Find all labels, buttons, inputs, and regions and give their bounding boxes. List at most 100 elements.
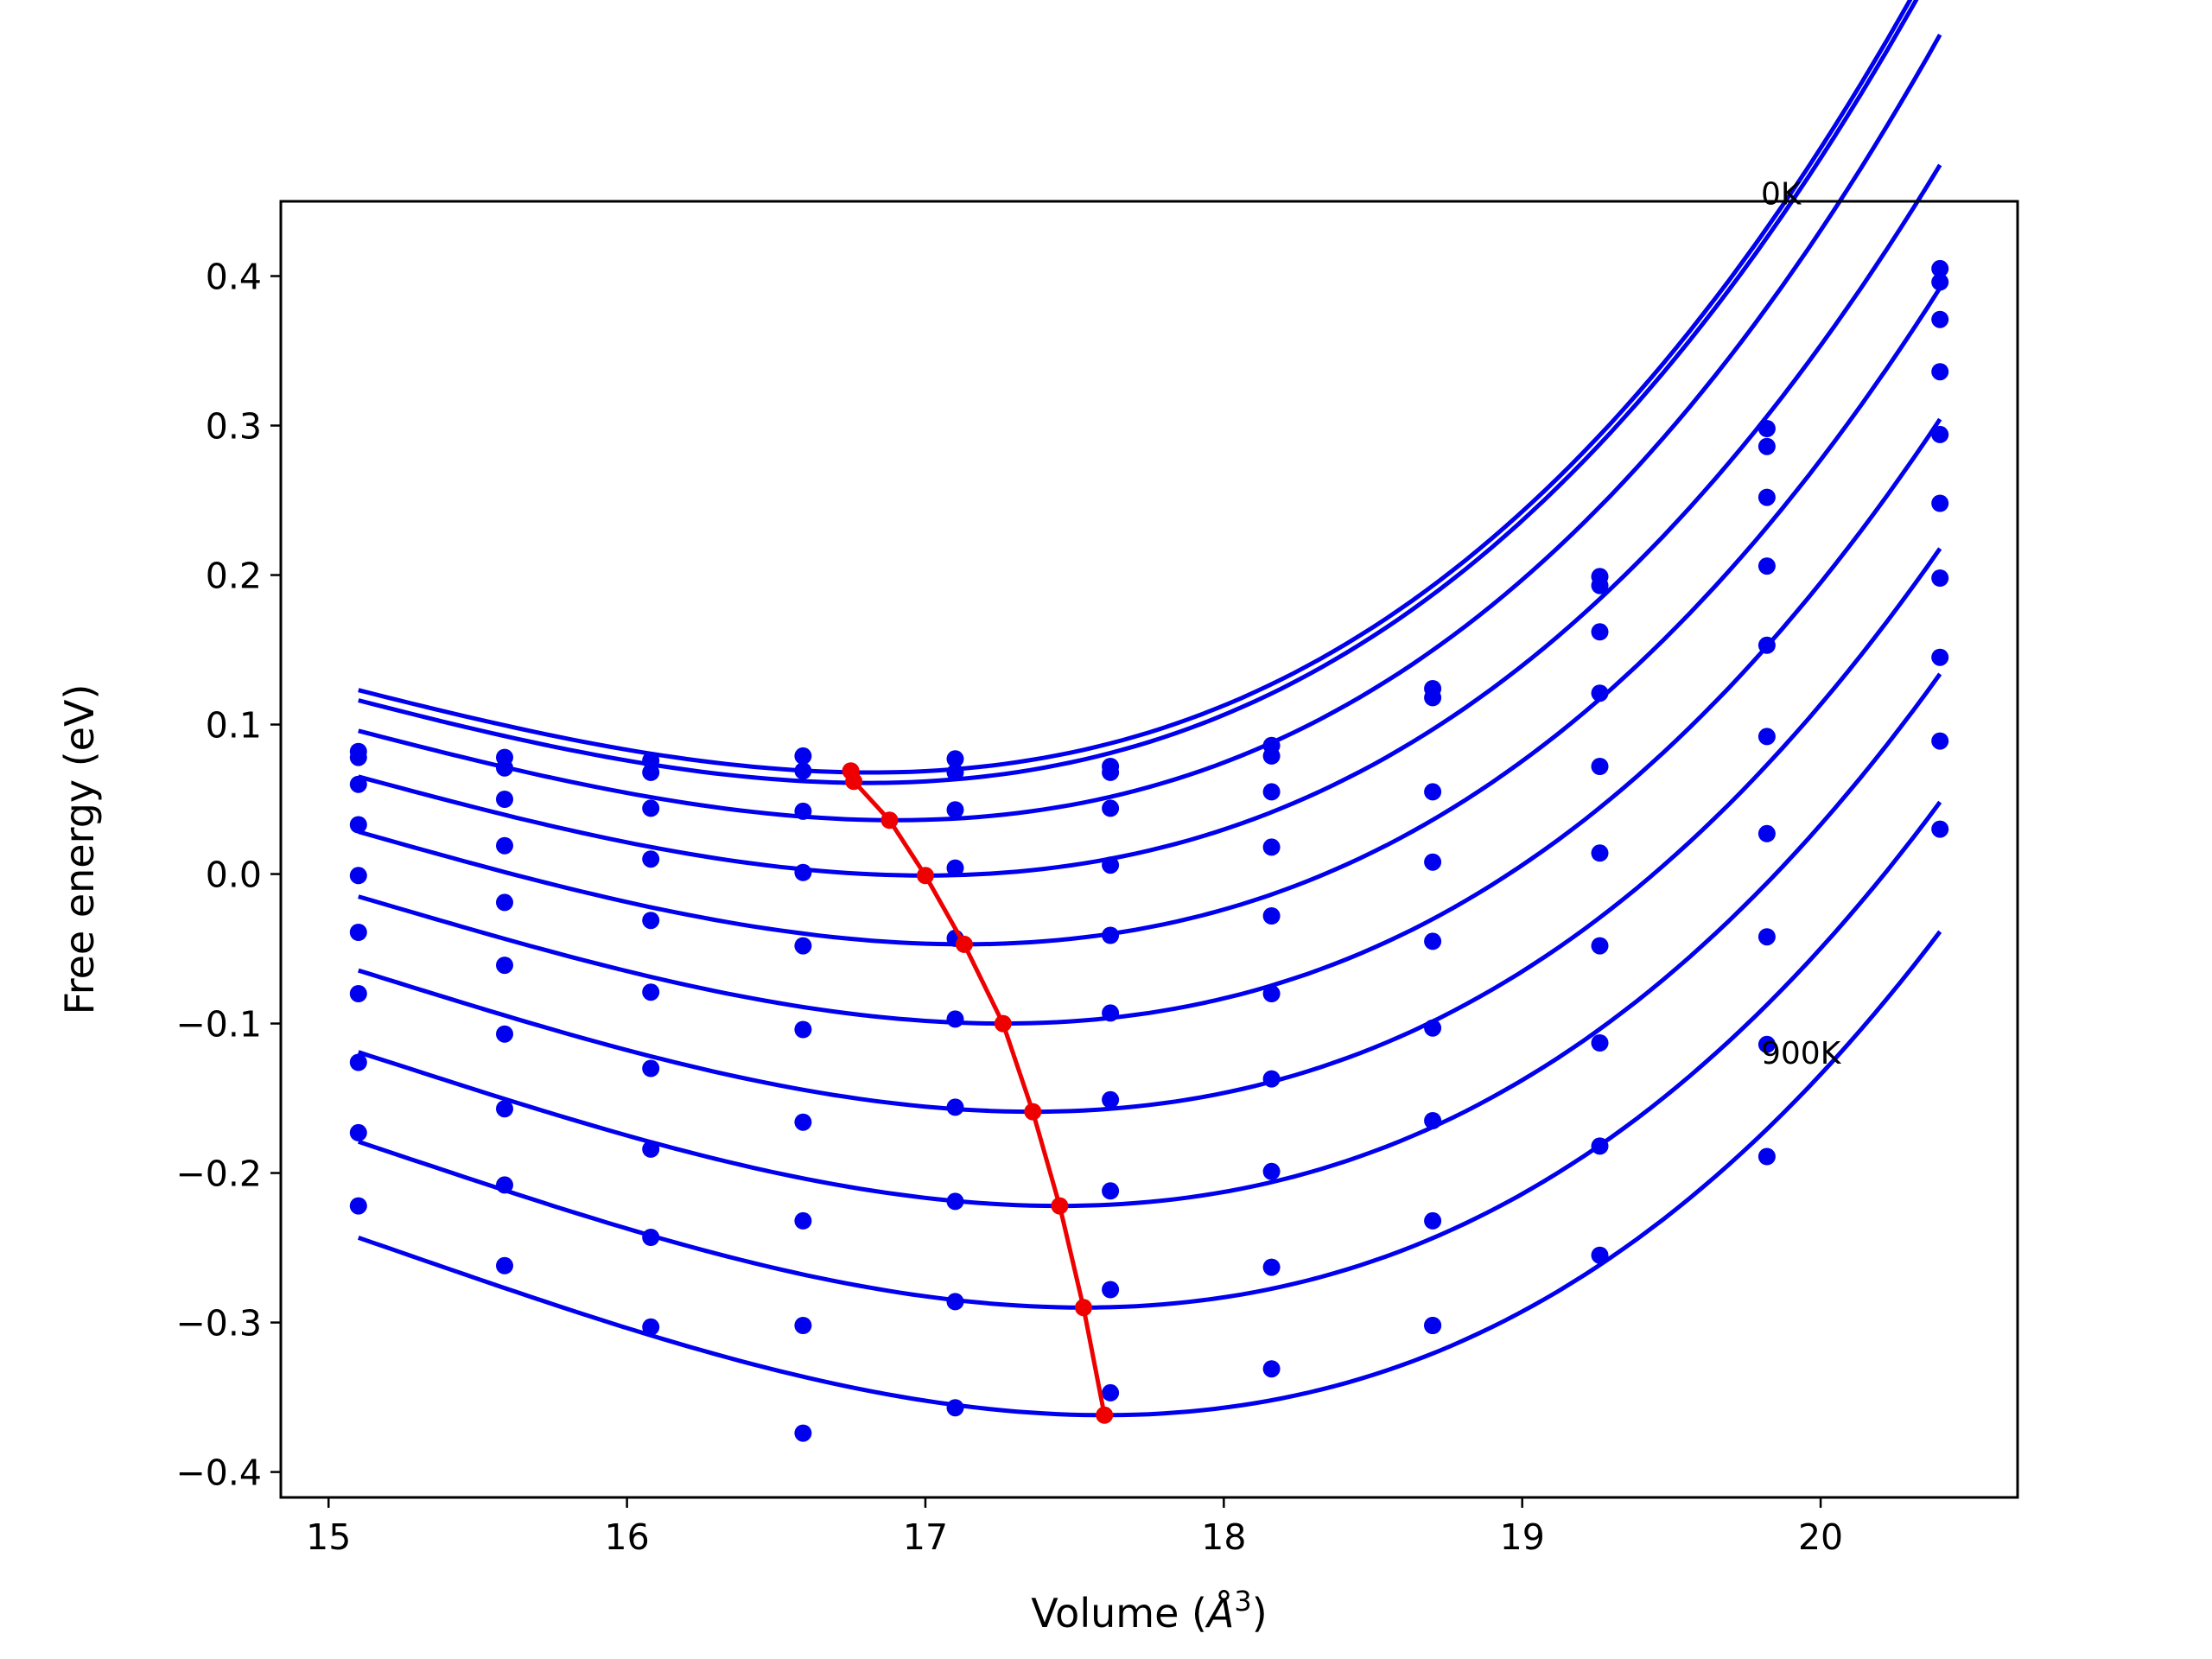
data-point-s4-7 — [1262, 838, 1281, 856]
data-point-s8-6 — [1102, 1182, 1120, 1200]
data-point-s1-10 — [1758, 420, 1776, 437]
fit-curve-5 — [358, 286, 1942, 947]
y-tick-label: 0.0 — [206, 855, 262, 896]
data-point-s7-3 — [642, 1059, 660, 1077]
y-tick-label: −0.4 — [175, 1452, 262, 1494]
data-point-s4-2 — [496, 836, 513, 855]
data-point-s9-10 — [1758, 1035, 1776, 1053]
data-point-s8-7 — [1262, 1162, 1281, 1180]
y-tick-label: 0.2 — [206, 556, 262, 597]
data-point-s6-1 — [349, 924, 367, 941]
y-tick-label: −0.2 — [175, 1154, 262, 1195]
data-point-s10-3 — [642, 1318, 660, 1336]
data-point-s10-9 — [1591, 1246, 1609, 1264]
x-tick-label: 19 — [1500, 1516, 1545, 1558]
data-point-s5-3 — [642, 912, 660, 930]
x-axis-title: Volume (Å3) — [1031, 1585, 1267, 1637]
data-point-s2-11 — [1931, 273, 1949, 291]
data-point-s3-4 — [794, 802, 812, 820]
data-point-s2-9 — [1591, 576, 1609, 594]
data-point-s3-2 — [496, 791, 513, 808]
fit-curve-2 — [358, 0, 1919, 785]
data-point-s6-2 — [496, 957, 513, 975]
data-point-s8-10 — [1758, 928, 1776, 946]
y-tick-label: −0.1 — [175, 1004, 262, 1046]
x-tick-label: 16 — [605, 1516, 650, 1558]
data-point-s9-2 — [496, 1176, 513, 1194]
data-point-s10-11 — [1931, 820, 1949, 838]
data-point-s10-2 — [496, 1256, 513, 1274]
data-point-s4-3 — [642, 850, 660, 868]
data-point-s9-3 — [642, 1229, 660, 1246]
equilibrium-point-10 — [1096, 1406, 1114, 1424]
data-point-s2-4 — [794, 762, 812, 780]
equilibrium-point-2 — [845, 772, 863, 791]
data-point-s5-7 — [1262, 907, 1281, 925]
data-point-s7-9 — [1591, 937, 1609, 955]
y-tick-label: 0.1 — [206, 705, 262, 747]
data-point-s1-3 — [642, 752, 660, 770]
x-tick-label: 20 — [1798, 1516, 1843, 1558]
data-point-s7-4 — [794, 1113, 812, 1131]
plot-frame — [279, 200, 2019, 1499]
data-point-s3-1 — [349, 775, 367, 793]
data-point-s4-9 — [1591, 684, 1609, 702]
equilibrium-line — [849, 770, 1107, 1416]
data-point-s6-6 — [1102, 1004, 1120, 1022]
data-point-s2-6 — [1102, 763, 1120, 781]
data-point-s9-1 — [349, 1123, 367, 1141]
data-point-s9-9 — [1591, 1137, 1609, 1155]
data-point-s10-6 — [1102, 1383, 1120, 1402]
data-point-s2-7 — [1262, 747, 1281, 765]
data-point-s8-4 — [794, 1211, 812, 1230]
data-point-s9-5 — [946, 1293, 964, 1311]
data-point-s7-1 — [349, 985, 367, 1002]
data-point-s5-4 — [794, 937, 812, 955]
fit-curve-9 — [358, 800, 1942, 1310]
data-point-s3-11 — [1931, 310, 1949, 328]
fit-curve-3 — [358, 33, 1942, 823]
data-point-s1-5 — [946, 750, 964, 768]
data-point-s2-8 — [1424, 689, 1442, 707]
data-point-s10-1 — [349, 1197, 367, 1215]
x-tick-label: 18 — [1201, 1516, 1246, 1558]
data-point-s7-11 — [1931, 569, 1949, 587]
y-axis-title: Free energy (eV) — [56, 684, 103, 1015]
data-point-s8-11 — [1931, 648, 1949, 666]
equilibrium-point-5 — [955, 935, 973, 953]
data-point-s4-11 — [1931, 363, 1949, 381]
data-point-s9-7 — [1262, 1258, 1281, 1276]
fit-curve-10 — [357, 930, 1942, 1418]
data-point-s5-10 — [1758, 636, 1776, 654]
data-point-s8-2 — [496, 1100, 513, 1118]
fit-curve-8 — [358, 672, 1942, 1209]
data-point-s4-4 — [794, 863, 812, 881]
data-point-s8-9 — [1591, 1034, 1609, 1052]
data-point-s6-7 — [1262, 985, 1281, 1002]
data-point-s10-4 — [794, 1424, 812, 1442]
equilibrium-point-9 — [1075, 1299, 1092, 1317]
data-point-s7-10 — [1758, 824, 1776, 842]
data-point-s4-8 — [1424, 853, 1442, 871]
data-point-s6-3 — [642, 983, 660, 1001]
equilibrium-point-4 — [917, 867, 934, 885]
data-point-s2-2 — [496, 759, 513, 777]
data-point-s5-2 — [496, 893, 513, 912]
data-point-s2-1 — [349, 748, 367, 766]
fit-curve-7 — [358, 547, 1942, 1115]
data-point-s7-2 — [496, 1025, 513, 1043]
data-point-s6-4 — [794, 1020, 812, 1039]
data-point-s7-7 — [1262, 1070, 1281, 1088]
fit-curve-1 — [358, 0, 1913, 775]
data-point-s3-10 — [1758, 488, 1776, 506]
data-point-s9-6 — [1102, 1281, 1120, 1299]
annotation-1: 0K — [1761, 176, 1802, 212]
equilibrium-point-6 — [994, 1014, 1012, 1033]
equilibrium-point-7 — [1024, 1103, 1042, 1121]
data-point-s2-5 — [946, 763, 964, 781]
data-point-s1-4 — [794, 747, 812, 765]
y-tick-label: −0.3 — [175, 1303, 262, 1344]
data-point-s8-3 — [642, 1140, 660, 1158]
data-point-s8-8 — [1424, 1211, 1442, 1230]
